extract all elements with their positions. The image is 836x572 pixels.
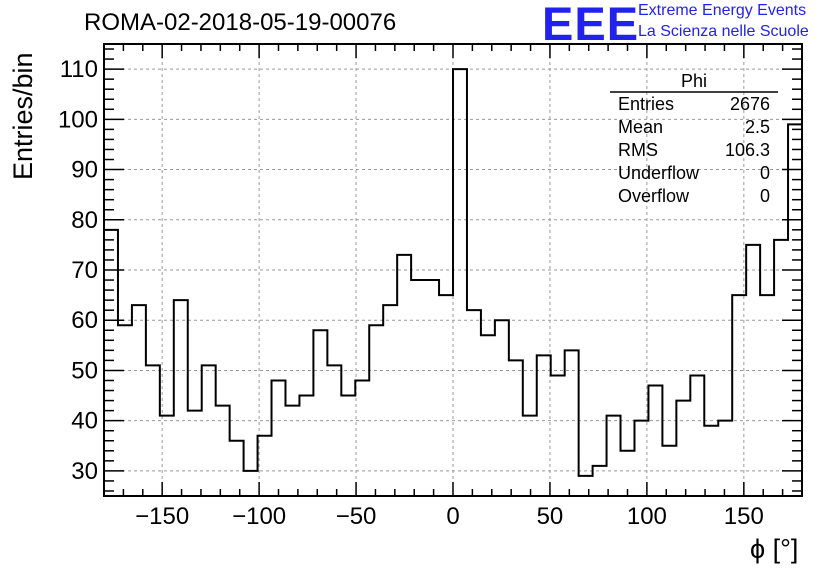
stats-value: 2.5 xyxy=(745,117,770,137)
histogram-bin xyxy=(313,330,327,496)
histogram-bin xyxy=(174,300,188,496)
histogram-bin xyxy=(285,406,299,496)
histogram-bin xyxy=(369,325,383,496)
histogram-bin xyxy=(425,280,439,496)
stats-label: Entries xyxy=(618,94,674,114)
stats-value: 2676 xyxy=(730,94,770,114)
stats-label: Underflow xyxy=(618,163,700,183)
histogram-bin xyxy=(202,365,216,496)
histogram-bin xyxy=(704,426,718,496)
histogram-bin xyxy=(453,69,467,496)
histogram-bin xyxy=(216,406,230,496)
y-tick-labels: 30 40 50 60 70 80 90 100 110 xyxy=(58,56,98,485)
histogram-bin xyxy=(383,305,397,496)
x-axis-label: ϕ [°] xyxy=(750,534,799,564)
stats-value: 0 xyxy=(760,186,770,206)
y-tick-label: 40 xyxy=(71,408,98,435)
histogram-bin xyxy=(690,375,704,496)
histogram-bin xyxy=(299,396,313,496)
stats-title: Phi xyxy=(681,71,707,91)
stats-label: RMS xyxy=(618,140,658,160)
histogram-bin xyxy=(146,365,160,496)
histogram-bin xyxy=(439,295,453,496)
histogram-bin xyxy=(523,416,537,496)
chart-title: ROMA-02-2018-05-19-00076 xyxy=(84,9,397,36)
histogram-bin xyxy=(341,396,355,496)
histogram-bin xyxy=(565,350,579,496)
histogram-bin xyxy=(411,280,425,496)
x-tick-labels: −150 −100 −50 0 50 100 150 xyxy=(135,503,764,530)
histogram-bin xyxy=(760,295,774,496)
stats-box: Phi Entries 2676 Mean 2.5 RMS 106.3 Underflow 0 O… xyxy=(610,71,778,206)
stats-label: Mean xyxy=(618,117,663,137)
x-tick-label: −100 xyxy=(232,503,286,530)
axis-ticks xyxy=(104,44,802,496)
histogram-series xyxy=(103,68,803,496)
histogram-bin xyxy=(272,380,286,496)
histogram-bin xyxy=(593,466,607,496)
histogram-outline xyxy=(103,68,803,496)
histogram-bin xyxy=(746,245,760,496)
histogram-bin xyxy=(662,446,676,496)
histogram-bin xyxy=(355,380,369,496)
histogram-bin xyxy=(132,305,146,496)
histogram-bin xyxy=(481,335,495,496)
y-tick-label: 110 xyxy=(60,56,98,83)
histogram-bin xyxy=(648,386,662,496)
y-tick-label: 100 xyxy=(58,106,98,133)
x-tick-label: 50 xyxy=(537,503,564,530)
y-tick-label: 60 xyxy=(71,307,98,334)
histogram-bin xyxy=(327,365,341,496)
stats-value: 106.3 xyxy=(725,140,770,160)
histogram-bin xyxy=(397,255,411,496)
y-tick-label: 70 xyxy=(71,257,98,284)
histogram-bin xyxy=(676,401,690,496)
logo-caption-line2: La Scienza nelle Scuole xyxy=(638,23,809,40)
stats-label: Overflow xyxy=(618,186,690,206)
x-tick-label: 0 xyxy=(446,503,459,530)
logo-caption-line1: Extreme Energy Events xyxy=(638,2,807,19)
histogram-bin xyxy=(509,360,523,496)
x-tick-label: −150 xyxy=(135,503,189,530)
y-tick-label: 80 xyxy=(71,207,98,234)
x-tick-label: 150 xyxy=(724,503,764,530)
x-tick-label: 100 xyxy=(627,503,667,530)
histogram-bin xyxy=(579,476,593,496)
eee-logo: EEE xyxy=(542,0,640,50)
histogram-bin xyxy=(774,240,788,496)
histogram-bin xyxy=(495,320,509,496)
histogram-bin xyxy=(230,441,244,496)
y-tick-label: 90 xyxy=(71,157,98,184)
histogram-bin xyxy=(732,295,746,496)
histogram-bin xyxy=(551,375,565,496)
histogram-bin xyxy=(607,416,621,496)
histogram-bin xyxy=(718,421,732,496)
x-tick-label: −50 xyxy=(336,503,377,530)
histogram-bin xyxy=(467,310,481,496)
histogram-bin xyxy=(537,355,551,496)
stats-value: 0 xyxy=(760,163,770,183)
y-tick-label: 30 xyxy=(71,458,98,485)
y-tick-label: 50 xyxy=(71,357,98,384)
y-axis-label: Entries/bin xyxy=(8,52,38,180)
histogram-bin xyxy=(188,411,202,496)
histogram-bin xyxy=(244,471,258,496)
